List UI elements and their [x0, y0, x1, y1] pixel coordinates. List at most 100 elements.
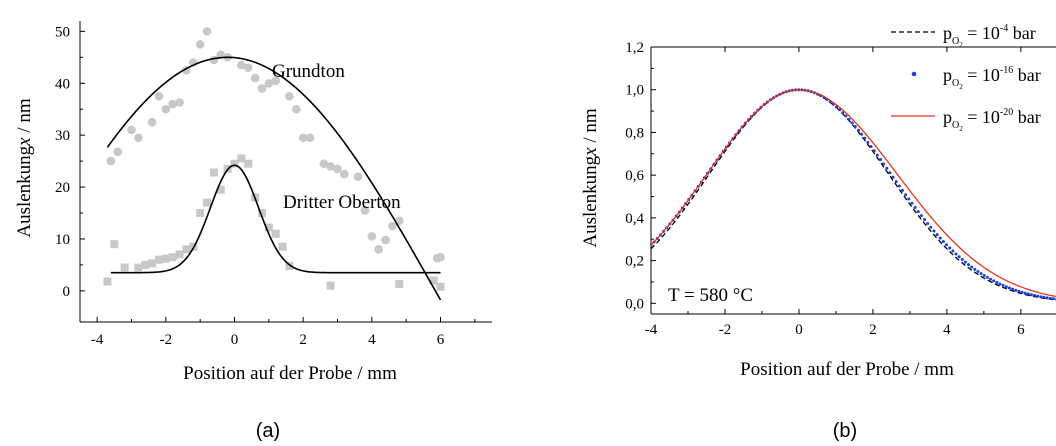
dotted-series-line-dot: [926, 222, 930, 226]
dotted-series-line-dot: [948, 246, 952, 250]
grundton-data-point: [367, 232, 377, 241]
dotted-series-line-dot: [1017, 289, 1021, 293]
oberton-data-point: [257, 209, 266, 218]
dotted-series-line-dot: [872, 149, 876, 153]
dotted-series-line-dot: [979, 272, 983, 276]
grundton-data-point: [147, 117, 157, 127]
legend-label-part: 2: [959, 125, 963, 133]
panel-b-y-tick-label: 1,2: [625, 40, 644, 56]
dotted-series-line-dot: [1023, 291, 1027, 295]
panel-b-x-tick-label: 4: [943, 322, 951, 338]
grundton-data-point: [326, 162, 335, 171]
dotted-series-line-dot: [951, 249, 955, 253]
legend-label-part: p: [943, 107, 952, 127]
panel-a-x-tick-label: -2: [160, 332, 173, 348]
legend-label-part: = 10: [963, 23, 1000, 43]
legend-label-part: 2: [959, 83, 963, 91]
dotted-series-line-dot: [910, 201, 914, 205]
panel-a-y-tick-label: 0: [63, 284, 71, 300]
oberton-data-point: [230, 159, 239, 168]
panel-a-y-tick-label: 30: [55, 128, 70, 144]
panel-b-y-tick-label: 0,4: [625, 211, 644, 227]
panel-b-y-tick-label: 0,8: [625, 125, 644, 141]
legend-label-part: p: [943, 23, 952, 43]
panel-b-y-axis-title: Auslenkungx / nm: [580, 108, 601, 248]
grundton-data-point: [305, 133, 315, 143]
grundton-data-point: [360, 206, 370, 215]
dotted-series-line-dot: [1033, 293, 1037, 297]
grundton-data-point: [250, 73, 260, 83]
panel-b-y-tick-label: 1,0: [625, 83, 644, 99]
dotted-series-line-dot: [954, 252, 958, 256]
panel-a-x-tick-label: 0: [231, 332, 239, 348]
dotted-series-line-dot: [935, 233, 939, 237]
dotted-series-line-dot: [1036, 294, 1040, 298]
dotted-series-line-dot: [957, 255, 961, 259]
dotted-series-line-dot: [963, 260, 967, 264]
panel-a-y-tick-label: 10: [55, 232, 70, 248]
grundton-data-point: [127, 125, 136, 135]
oberton-data-point: [182, 245, 191, 254]
grundton-data-point: [292, 104, 301, 114]
grundton-data-point: [340, 169, 349, 179]
dotted-series-line-dot: [989, 277, 993, 281]
dotted-series-line-dot: [913, 205, 917, 209]
legend-label-part: = 10: [963, 107, 1000, 127]
grundton-data-point: [264, 78, 274, 88]
dotted-series-line-dot: [885, 166, 889, 170]
grundton-fit-line: [106, 56, 442, 301]
dotted-series-line-dot: [967, 263, 971, 267]
panel-b-label: (b): [833, 420, 857, 442]
panel-a-y-tick-label: 50: [55, 24, 70, 40]
panel-b-y-axis-title-symbol: x: [580, 147, 601, 157]
annotation-temperature: T = 580 °C: [668, 285, 753, 306]
dotted-series-line-dot: [995, 280, 999, 284]
panel-b-x-tick-label: 6: [1017, 322, 1025, 338]
dotted-series-line-dot: [1001, 283, 1005, 287]
dotted-series-line-dot: [875, 153, 879, 157]
legend-label-part: bar: [1008, 23, 1035, 43]
legend-label-part: 2: [959, 41, 963, 49]
panel-a-y-tick-label: 20: [55, 180, 70, 196]
dotted-series-line-dot: [976, 270, 980, 274]
dotted-series-line-dot: [891, 175, 895, 179]
oberton-data-point: [168, 253, 177, 262]
dotted-series-line-dot: [1029, 293, 1033, 297]
panel-b-y-tick-label: 0,6: [625, 168, 644, 184]
panel-b-curves: [651, 88, 1056, 301]
grundton-data-point: [237, 60, 246, 70]
panel-b-x-axis-title: Position auf der Probe / mm: [740, 359, 954, 380]
panel-a-y-axis-title: Auslenkungx / nm: [14, 98, 35, 238]
oberton-data-point: [175, 250, 184, 259]
dotted-series-line-dot: [973, 267, 977, 271]
panel-b-y-tick-label: 0,0: [625, 296, 644, 312]
dotted-series-line-dot: [945, 243, 949, 247]
grundton-data-point: [271, 76, 281, 85]
oberton-data-point: [120, 263, 129, 272]
dotted-series-line-dot: [1051, 297, 1055, 301]
dotted-series-line-dot: [860, 132, 864, 136]
dotted-series-line-dot: [1004, 285, 1008, 289]
oberton-data-point: [271, 229, 280, 238]
oberton-data-point: [326, 281, 335, 290]
oberton-data-point: [134, 263, 143, 272]
panel-a-x-tick-label: -4: [91, 332, 104, 348]
grundton-data-point: [381, 235, 390, 245]
solid-series-line: [651, 89, 1056, 298]
grundton-data-point: [175, 98, 184, 107]
dotted-series-line-dot: [923, 218, 927, 222]
dotted-series-line-dot: [1039, 295, 1043, 299]
grundton-data-point: [436, 252, 445, 262]
legend-dotted-swatch: [911, 71, 917, 77]
panel-b-y-axis-title-word: Auslenkung: [580, 155, 601, 247]
panel-b: 0,00,20,40,60,81,01,2-4 -2 0 2 4 6 Position a…: [580, 23, 1056, 442]
dotted-series-line-dot: [863, 136, 867, 140]
grundton-data-point: [168, 99, 177, 109]
dotted-series-line-dot: [897, 184, 901, 188]
dotted-series-line-dot: [1011, 287, 1015, 291]
dotted-series-line-dot: [960, 258, 964, 262]
dotted-series-line-dot: [1020, 290, 1024, 294]
dotted-series-line-dot: [929, 225, 933, 229]
legend-label-part: O: [952, 120, 959, 131]
